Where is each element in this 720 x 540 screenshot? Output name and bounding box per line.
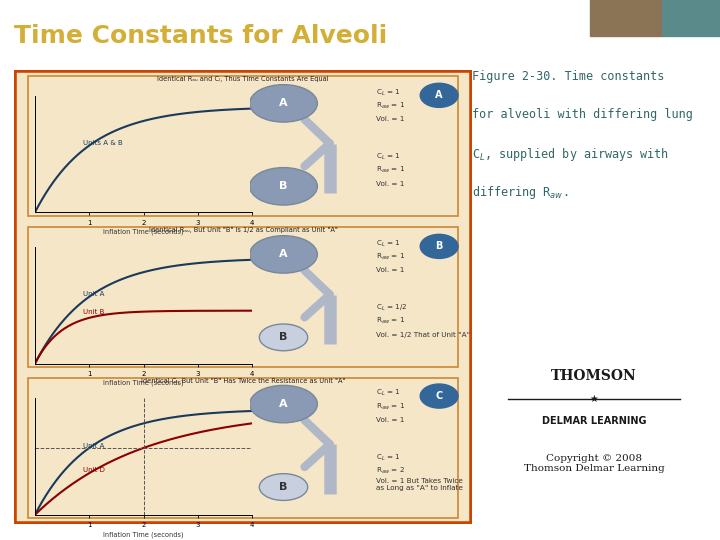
Text: C$_L$ = 1: C$_L$ = 1: [376, 87, 401, 98]
FancyBboxPatch shape: [28, 227, 458, 367]
Text: Time Constants for Alveoli: Time Constants for Alveoli: [14, 24, 387, 48]
Text: B: B: [279, 181, 288, 191]
Circle shape: [420, 384, 458, 408]
Text: A: A: [436, 90, 443, 100]
Text: Vol. = 1 But Takes Twice
as Long as "A" to Inflate: Vol. = 1 But Takes Twice as Long as "A" …: [376, 478, 463, 491]
Text: A: A: [279, 399, 288, 409]
Text: Units A & B: Units A & B: [83, 140, 122, 146]
Text: ★: ★: [590, 394, 598, 403]
Ellipse shape: [259, 474, 307, 501]
Ellipse shape: [259, 324, 307, 351]
Ellipse shape: [250, 167, 318, 205]
Text: Unit A: Unit A: [83, 442, 104, 449]
Text: Copyright © 2008
Thomson Delmar Learning: Copyright © 2008 Thomson Delmar Learning: [523, 454, 665, 473]
Text: B: B: [279, 333, 288, 342]
Text: Vol. = 1: Vol. = 1: [376, 117, 405, 123]
Text: Unit A: Unit A: [83, 291, 104, 298]
Bar: [662, 0, 720, 36]
Text: A: A: [279, 98, 288, 109]
Text: Vol. = 1/2 That of Unit "A": Vol. = 1/2 That of Unit "A": [376, 332, 470, 338]
Ellipse shape: [250, 235, 318, 273]
Text: Unit D: Unit D: [83, 467, 105, 473]
Text: C$_L$ = 1: C$_L$ = 1: [376, 239, 401, 249]
Circle shape: [420, 83, 458, 107]
Text: Figure 2-30. Time constants: Figure 2-30. Time constants: [472, 70, 664, 83]
Text: B: B: [279, 482, 288, 492]
FancyBboxPatch shape: [28, 76, 458, 216]
Text: C$_L$ = 1/2: C$_L$ = 1/2: [376, 303, 408, 313]
Ellipse shape: [250, 85, 318, 122]
Text: Vol. = 1: Vol. = 1: [376, 181, 405, 187]
Bar: [590, 0, 662, 36]
Text: THOMSON: THOMSON: [551, 369, 637, 383]
Text: R$_{aw}$ = 1: R$_{aw}$ = 1: [376, 101, 405, 111]
Text: R$_{aw}$ = 1: R$_{aw}$ = 1: [376, 252, 405, 262]
Text: R$_{aw}$ = 1: R$_{aw}$ = 1: [376, 165, 405, 176]
Text: R$_{aw}$ = 2: R$_{aw}$ = 2: [376, 466, 405, 476]
Circle shape: [420, 234, 458, 259]
Text: C: C: [436, 391, 443, 401]
Ellipse shape: [250, 386, 318, 423]
Text: differing R$_{aw}$.: differing R$_{aw}$.: [472, 184, 568, 201]
FancyBboxPatch shape: [28, 378, 458, 518]
Text: A: A: [279, 249, 288, 259]
Text: Vol. = 1: Vol. = 1: [376, 267, 405, 273]
Text: Identical Rₐᵤ and Cₗ, Thus Time Constants Are Equal: Identical Rₐᵤ and Cₗ, Thus Time Constant…: [157, 76, 329, 82]
Text: DELMAR LEARNING: DELMAR LEARNING: [541, 416, 647, 426]
Text: Identical Cₗ, But Unit "B" Has Twice the Resistance as Unit "A": Identical Cₗ, But Unit "B" Has Twice the…: [140, 379, 346, 384]
Text: C$_L$ = 1: C$_L$ = 1: [376, 388, 401, 399]
Text: Vol. = 1: Vol. = 1: [376, 417, 405, 423]
Text: Unit B: Unit B: [83, 309, 104, 315]
X-axis label: Inflation Time (seconds): Inflation Time (seconds): [103, 531, 184, 538]
Text: Identical Rₐᵤ, But Unit "B" is 1/2 as Compliant as Unit "A": Identical Rₐᵤ, But Unit "B" is 1/2 as Co…: [148, 227, 338, 233]
Text: R$_{aw}$ = 1: R$_{aw}$ = 1: [376, 316, 405, 326]
Text: C$_L$, supplied by airways with: C$_L$, supplied by airways with: [472, 146, 669, 163]
Text: C$_L$ = 1: C$_L$ = 1: [376, 453, 401, 463]
Text: B: B: [436, 241, 443, 252]
Text: R$_{aw}$ = 1: R$_{aw}$ = 1: [376, 402, 405, 412]
Text: for alveoli with differing lung: for alveoli with differing lung: [472, 108, 693, 121]
X-axis label: Inflation Time (seconds): Inflation Time (seconds): [103, 380, 184, 387]
Text: C$_L$ = 1: C$_L$ = 1: [376, 152, 401, 162]
X-axis label: Inflation Time (seconds): Inflation Time (seconds): [103, 229, 184, 235]
FancyBboxPatch shape: [14, 70, 472, 524]
